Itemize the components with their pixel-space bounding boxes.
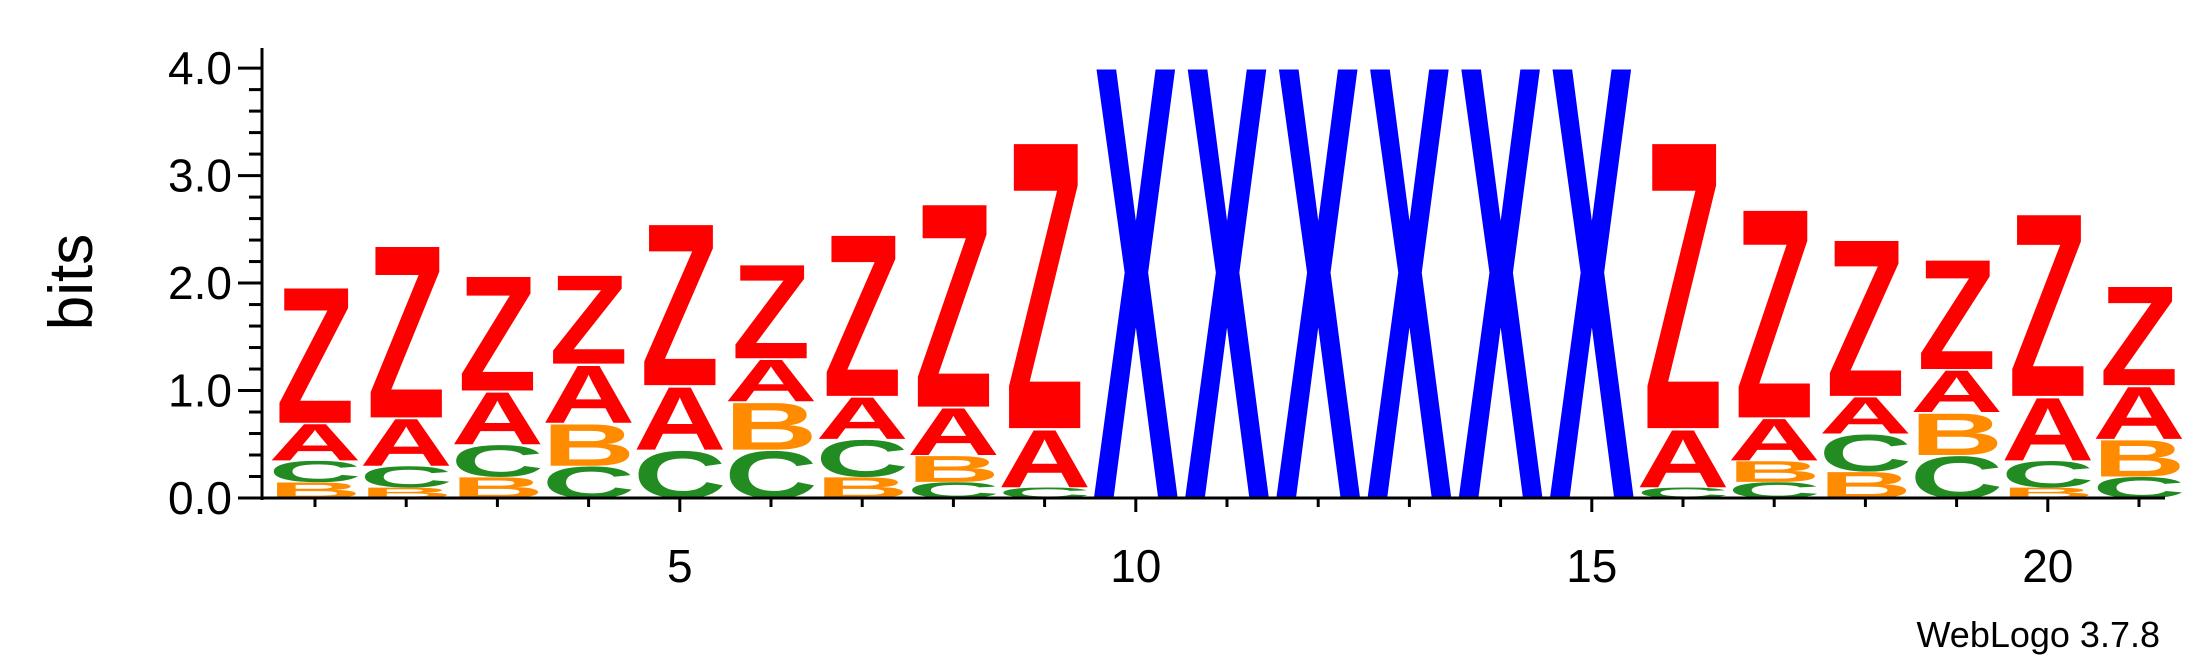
x-tick-label: 15 <box>1566 540 1617 592</box>
logo-column-16: CAZ <box>1636 54 1729 516</box>
glyph-B-pos-19: B <box>1910 401 2003 468</box>
logo-column-5: CAZ <box>633 175 726 513</box>
glyph-X-pos-10: X <box>1093 0 1180 631</box>
logo-column-13: X <box>1366 0 1453 631</box>
y-tick-label: 4.0 <box>168 42 232 94</box>
glyph-Z-pos-4: Z <box>549 249 628 391</box>
glyph-A-pos-1: A <box>268 413 361 472</box>
glyph-A-pos-3: A <box>451 377 544 460</box>
glyph-C-pos-1: C <box>268 455 361 489</box>
glyph-Z-pos-5: Z <box>640 175 719 435</box>
logo-column-9: CAZ <box>998 54 1091 516</box>
x-tick-label: 20 <box>2022 540 2073 592</box>
glyph-B-pos-6: B <box>724 389 817 464</box>
glyph-B-pos-4: B <box>542 412 635 479</box>
glyph-X-pos-13: X <box>1366 0 1453 631</box>
glyph-A-pos-21: A <box>2092 372 2185 455</box>
logo-column-11: X <box>1184 0 1271 631</box>
glyph-Z-pos-2: Z <box>367 193 446 470</box>
glyph-X-pos-12: X <box>1275 0 1362 631</box>
glyph-B-pos-21: B <box>2092 429 2185 488</box>
glyph-A-pos-8: A <box>907 394 1000 469</box>
glyph-Z-pos-3: Z <box>458 242 537 426</box>
glyph-Z-pos-17: Z <box>1735 146 1814 481</box>
y-tick-label: 1.0 <box>168 365 232 417</box>
glyph-X-pos-15: X <box>1549 0 1636 631</box>
glyph-A-pos-19: A <box>1910 358 2003 425</box>
glyph-A-pos-4: A <box>542 348 635 440</box>
glyph-A-pos-18: A <box>1819 386 1912 445</box>
glyph-C-pos-2: C <box>360 460 453 494</box>
glyph-C-pos-18: C <box>1819 424 1912 483</box>
glyph-X-pos-14: X <box>1458 0 1545 631</box>
glyph-A-pos-20: A <box>2001 379 2094 480</box>
x-tick-label: 10 <box>1110 540 1161 592</box>
glyph-B-pos-17: B <box>1728 455 1821 489</box>
glyph-Z-pos-18: Z <box>1826 192 1905 444</box>
y-tick-label: 0.0 <box>168 472 232 524</box>
glyph-Z-pos-19: Z <box>1917 227 1996 403</box>
glyph-Z-pos-20: Z <box>2008 159 2087 452</box>
y-tick-label: 3.0 <box>168 150 232 202</box>
glyph-Z-pos-1: Z <box>276 247 355 465</box>
y-axis-label: bits <box>37 234 106 330</box>
glyph-A-pos-6: A <box>724 348 817 415</box>
logo-column-15: X <box>1549 0 1636 631</box>
glyph-A-pos-9: A <box>998 413 1091 505</box>
logo-column-10: X <box>1093 0 1180 631</box>
glyph-A-pos-7: A <box>816 385 909 452</box>
glyph-C-pos-20: C <box>2001 454 2094 496</box>
glyph-A-pos-5: A <box>633 368 726 469</box>
glyph-Z-pos-6: Z <box>732 236 811 387</box>
axes: 0.0 1.0 2.0 3.0 4.0 5 10 15 20 <box>168 42 2165 592</box>
glyph-C-pos-3: C <box>451 436 544 486</box>
x-tick-label: 5 <box>667 540 693 592</box>
glyph-A-pos-16: A <box>1636 413 1729 505</box>
glyph-Z-pos-16: Z <box>1644 54 1723 516</box>
glyph-A-pos-2: A <box>360 405 453 480</box>
logo-column-14: X <box>1458 0 1545 631</box>
glyph-Z-pos-9: Z <box>1005 54 1084 516</box>
glyph-B-pos-8: B <box>907 448 1000 490</box>
y-tick-label: 2.0 <box>168 257 232 309</box>
glyph-X-pos-11: X <box>1184 0 1271 631</box>
glyph-A-pos-17: A <box>1728 407 1821 474</box>
logo-column-12: X <box>1275 0 1362 631</box>
weblogo-credit: WebLogo 3.7.8 <box>1916 614 2160 655</box>
glyph-Z-pos-8: Z <box>914 141 993 468</box>
glyph-Z-pos-21: Z <box>2100 256 2179 415</box>
glyph-C-pos-7: C <box>816 429 909 488</box>
glyph-Z-pos-7: Z <box>823 186 902 446</box>
